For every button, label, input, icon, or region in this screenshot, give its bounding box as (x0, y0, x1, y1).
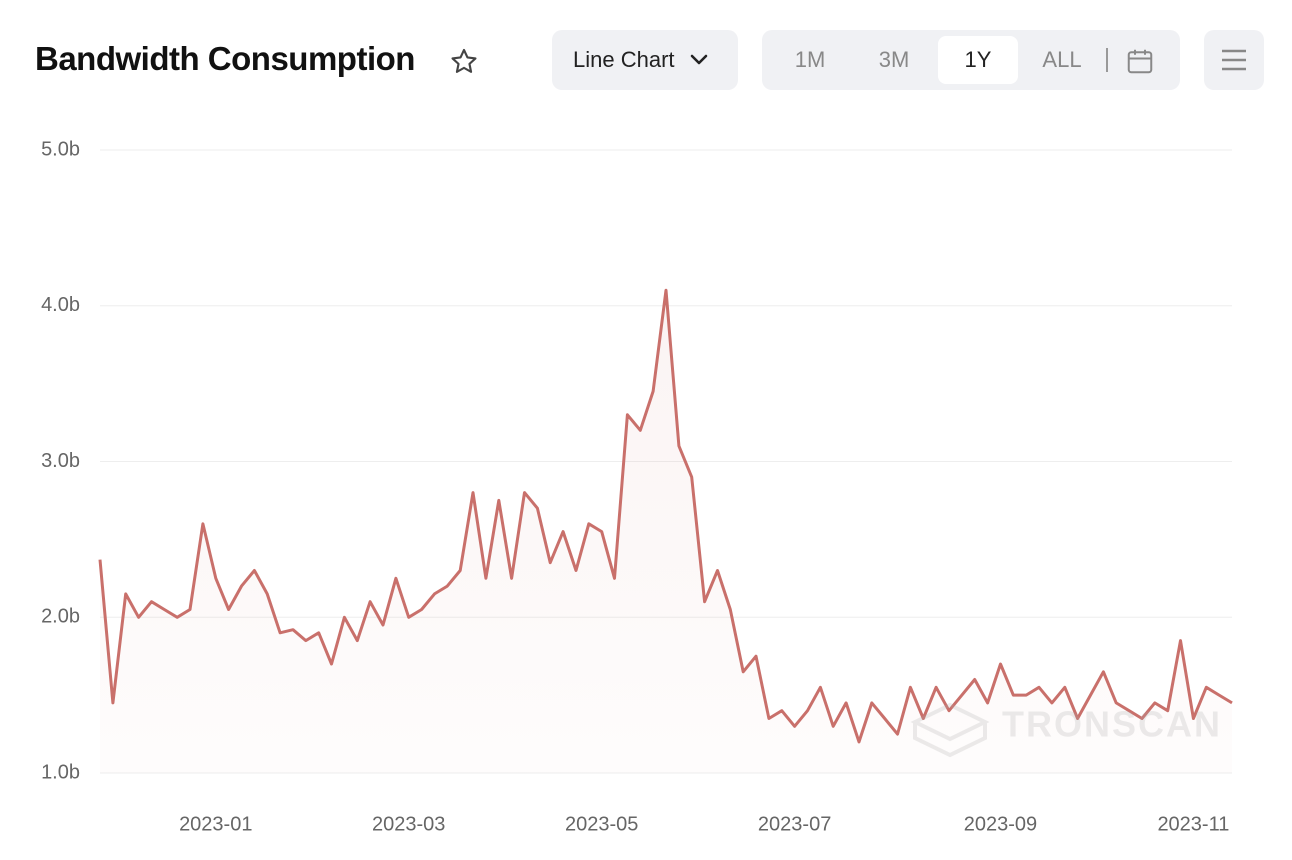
area (100, 290, 1232, 773)
watermark: TRONSCAN (910, 702, 1222, 758)
watermark-logo (910, 702, 990, 758)
line (98, 288, 1233, 744)
x-tick-label: 2023-05 (565, 813, 638, 835)
chevron (690, 54, 707, 65)
y-tick-label: 5.0b (41, 138, 80, 160)
range-button[interactable]: 1M (794, 47, 826, 72)
range-selector: 1M 3M 1Y ALL (762, 30, 1180, 90)
calendar-button[interactable] (1125, 46, 1155, 76)
range-button[interactable]: 3M (878, 47, 910, 72)
y-tick-label: 2.0b (41, 606, 80, 628)
range-button[interactable]: ALL (1042, 47, 1082, 72)
x-tick-label: 2023-07 (758, 813, 831, 835)
x-tick-label: 2023-03 (372, 813, 445, 835)
separator (1106, 48, 1108, 72)
x-tick-label: 2023-09 (964, 813, 1037, 835)
range-button[interactable]: 1Y (938, 36, 1018, 84)
dropdown-label: Line Chart (573, 47, 675, 72)
y-tick-label: 3.0b (41, 450, 80, 472)
y-tick-label: 4.0b (41, 294, 80, 316)
favorite-star[interactable] (448, 46, 480, 78)
x-tick-label: 2023-01 (179, 813, 252, 835)
watermark-text: TRONSCAN (1002, 704, 1222, 745)
x-tick-label: 2023-11 (1157, 813, 1229, 835)
chart-title: Bandwidth Consumption (35, 40, 415, 77)
menu-icon (1222, 49, 1246, 71)
chart-type-dropdown[interactable]: Line Chart (552, 30, 738, 90)
y-tick-label: 1.0b (41, 761, 80, 783)
menu-button[interactable] (1204, 30, 1264, 90)
